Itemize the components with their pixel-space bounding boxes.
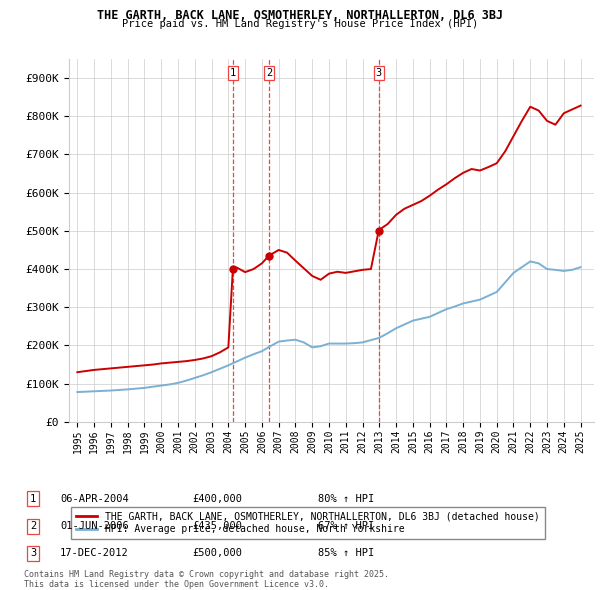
- Text: 80% ↑ HPI: 80% ↑ HPI: [318, 494, 374, 503]
- Text: 06-APR-2004: 06-APR-2004: [60, 494, 129, 503]
- Text: 1: 1: [230, 68, 236, 78]
- Text: £500,000: £500,000: [192, 549, 242, 558]
- Text: 3: 3: [376, 68, 382, 78]
- Text: £400,000: £400,000: [192, 494, 242, 503]
- Text: Contains HM Land Registry data © Crown copyright and database right 2025.
This d: Contains HM Land Registry data © Crown c…: [24, 570, 389, 589]
- Text: 67% ↑ HPI: 67% ↑ HPI: [318, 522, 374, 531]
- Text: 85% ↑ HPI: 85% ↑ HPI: [318, 549, 374, 558]
- Text: 3: 3: [30, 549, 36, 558]
- Text: 2: 2: [266, 68, 272, 78]
- Text: 17-DEC-2012: 17-DEC-2012: [60, 549, 129, 558]
- Legend: THE GARTH, BACK LANE, OSMOTHERLEY, NORTHALLERTON, DL6 3BJ (detached house), HPI:: THE GARTH, BACK LANE, OSMOTHERLEY, NORTH…: [71, 507, 545, 539]
- Text: Price paid vs. HM Land Registry's House Price Index (HPI): Price paid vs. HM Land Registry's House …: [122, 19, 478, 30]
- Text: 2: 2: [30, 522, 36, 531]
- Text: THE GARTH, BACK LANE, OSMOTHERLEY, NORTHALLERTON, DL6 3BJ: THE GARTH, BACK LANE, OSMOTHERLEY, NORTH…: [97, 9, 503, 22]
- Text: 01-JUN-2006: 01-JUN-2006: [60, 522, 129, 531]
- Text: 1: 1: [30, 494, 36, 503]
- Text: £435,000: £435,000: [192, 522, 242, 531]
